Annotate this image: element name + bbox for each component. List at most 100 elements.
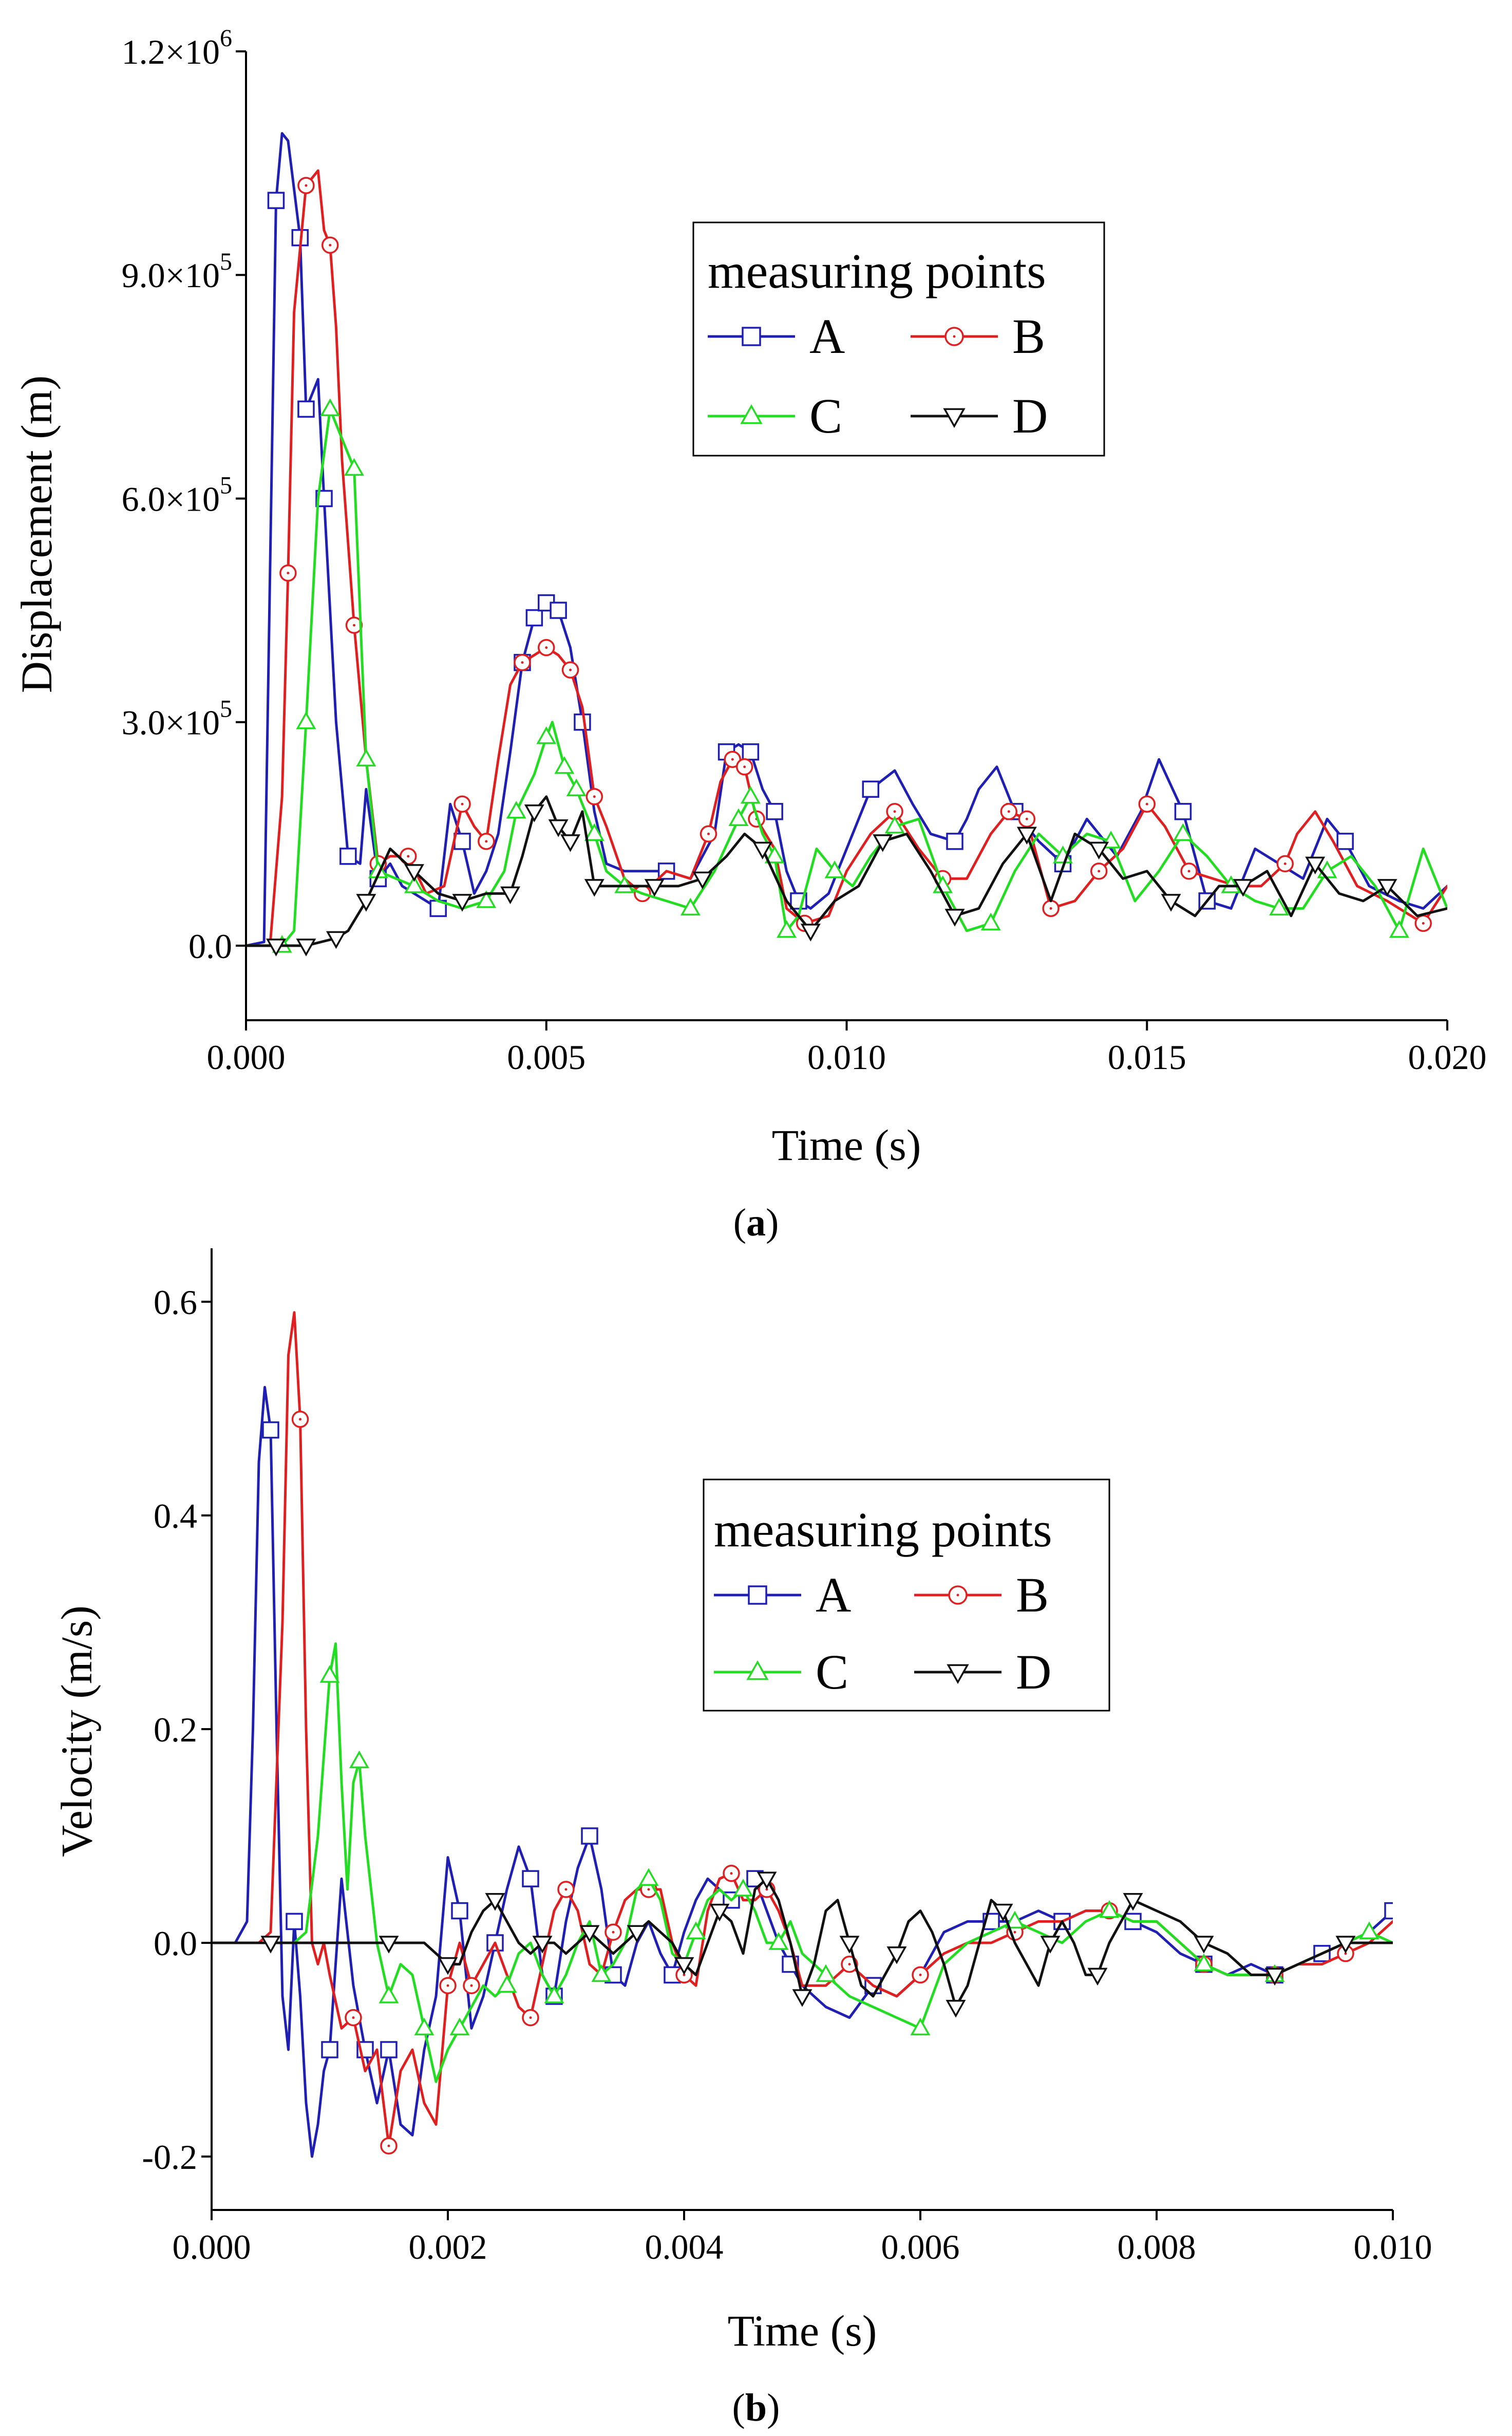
chart-a-series-c-marker	[824, 860, 845, 878]
chart-b-series-b-marker	[345, 2009, 362, 2027]
chart-b-series-a-marker	[581, 1827, 598, 1845]
chart-a-legend-d-marker	[943, 408, 966, 428]
chart-b-series-a-marker	[321, 2041, 338, 2058]
chart-a-series-a-marker	[862, 780, 880, 798]
chart-a-series-c-marker	[476, 890, 497, 908]
chart-b-series-b-marker-dot	[352, 2016, 355, 2019]
chart-b-ytick-mantissa: -0.2	[142, 2138, 197, 2177]
chart-a-xticks: 0.000 0.005 0.010 0.015 0.020	[207, 1020, 1487, 1077]
chart-b-legend-items: A B C D	[714, 1567, 1051, 1699]
chart-a-ytick-label: 6.0×105	[122, 472, 232, 518]
chart-b-series-b-marker-dot	[848, 1963, 851, 1966]
chart-a-series-c-marker	[536, 726, 557, 744]
chart-b-series-d-marker	[1335, 1936, 1356, 1954]
chart-b-xticks: 0.000 0.002 0.004 0.006 0.008 0.010	[173, 2210, 1432, 2266]
chart-a-series-c-marker	[356, 748, 376, 766]
chart-a-series-d-marker	[692, 871, 713, 890]
chart-a-series-d-marker	[356, 894, 376, 912]
chart-a-series-b-marker	[1414, 914, 1432, 932]
chart-b-legend-a-marker	[748, 1585, 767, 1605]
chart-b-caption: (b)	[732, 2386, 780, 2429]
chart-b-plot	[212, 1311, 1393, 2158]
chart-b-series-b-marker-dot	[299, 1418, 301, 1421]
chart-b-legend-b-marker-dot	[956, 1594, 959, 1597]
chart-a-legend-b-marker-dot	[953, 335, 956, 338]
chart-a-series-a-marker	[550, 602, 567, 619]
chart-b-series-d-marker	[1194, 1936, 1214, 1954]
chart-a-xtick-label: 0.010	[807, 1038, 886, 1077]
chart-a-series-c-marker	[680, 897, 701, 916]
chart-a-series-b-marker	[700, 825, 717, 843]
chart-b-series-d-marker	[1264, 1967, 1285, 1986]
chart-b-series-d-marker	[579, 1925, 600, 1943]
chart-b-series-c-marker	[414, 2017, 434, 2036]
chart-b-series-b-marker	[522, 2009, 539, 2027]
chart-b-series-c-marker	[591, 1964, 612, 1982]
chart-b-series-a-marker	[1384, 1902, 1393, 1920]
chart-a-series-c-marker	[1221, 875, 1241, 893]
chart-a-ytick-label: 0.0	[188, 927, 232, 966]
chart-a-series-c-line	[246, 407, 1447, 947]
chart-b-legend-a-label: A	[816, 1567, 851, 1622]
chart-b-series-c-marker	[349, 1750, 369, 1769]
chart-a-ytick-mantissa: 1.2×10	[122, 32, 220, 71]
chart-b-series-a-marker	[262, 1421, 279, 1439]
chart-a-series-b-marker-dot	[1098, 870, 1101, 873]
chart-b-ytick-label: 0.2	[154, 1710, 197, 1749]
chart-b-series-d-marker	[674, 1957, 694, 1975]
chart-a-series-b-marker-dot	[569, 668, 572, 671]
chart-a-series-a-marker	[453, 833, 471, 850]
chart-a-ytick-exponent: 5	[220, 696, 232, 723]
chart-a-series-d-marker	[326, 931, 346, 949]
chart-a-series-b-marker-dot	[1145, 802, 1148, 805]
chart-b-ytick-label: -0.2	[142, 2138, 197, 2177]
chart-b-legend-title: measuring points	[714, 1502, 1052, 1557]
chart-b-yticks: -0.2 0.0 0.2 0.4 0.6	[142, 1283, 212, 2177]
chart-b-xtick-label: 0.006	[881, 2227, 960, 2266]
chart-a-series-d-marker	[1377, 879, 1397, 897]
chart-b-ytick-mantissa: 0.6	[154, 1283, 197, 1322]
chart-b-series-a-marker	[380, 2041, 398, 2058]
chart-b-series-c-marker	[686, 1921, 706, 1939]
chart-b-xtick-label: 0.008	[1118, 2227, 1196, 2266]
chart-a-series-a-marker	[1336, 833, 1354, 850]
chart-a-xlabel: Time (s)	[772, 1120, 921, 1170]
chart-b-ytick-label: 0.6	[154, 1283, 197, 1322]
chart-a-ytick-label: 3.0×105	[122, 696, 232, 742]
chart-b-series-b-marker	[557, 1881, 575, 1898]
chart-a-series-b-marker-dot	[1025, 817, 1028, 820]
chart-a-series-d-marker	[404, 864, 424, 882]
chart-b-ytick-mantissa: 0.4	[154, 1496, 197, 1535]
chart-a-series-d-marker	[1016, 827, 1037, 845]
chart-b-series-c-marker	[497, 1975, 517, 1993]
chart-b-series-c-marker	[638, 1868, 659, 1886]
chart-a-series-b-marker	[538, 639, 555, 657]
chart-a-series-d-marker	[644, 879, 665, 897]
chart-a-series-b-marker-dot	[731, 758, 734, 761]
chart-b-series-b-marker-dot	[387, 2144, 390, 2147]
chart-a-series-b-marker	[1180, 863, 1198, 880]
chart-a-series-b-marker-dot	[743, 765, 746, 769]
chart-a-series-b-marker-dot	[1422, 922, 1425, 925]
chart-a-series-b-marker	[514, 653, 531, 671]
chart-a-series-b-marker-dot	[707, 832, 710, 835]
chart-a-series-b-marker-dot	[485, 840, 488, 843]
chart-b-ytick-mantissa: 0.2	[154, 1710, 197, 1749]
chart-b-caption-letter: b	[745, 2386, 767, 2429]
chart-a-series-b-marker	[1018, 810, 1036, 828]
chart-a-series-b-marker	[478, 833, 495, 850]
chart-b-xtick-label: 0.010	[1354, 2227, 1432, 2266]
chart-b-legend-c-label: C	[816, 1644, 848, 1699]
chart-b-series-c-marker	[1099, 1900, 1120, 1918]
chart-a-series-b-marker	[735, 758, 753, 776]
chart-b-series-c-marker	[1359, 1921, 1379, 1939]
chart-a-series-b-marker-dot	[521, 661, 524, 664]
chart-a-legend-b-label: B	[1012, 309, 1045, 364]
chart-b-series-a-marker	[451, 1902, 468, 1920]
chart-a-series-b-marker	[724, 751, 742, 768]
chart-a-series-b-marker-dot	[1187, 870, 1190, 873]
chart-b-series-d-marker	[485, 1893, 505, 1911]
chart-b-legend-b-label: B	[1016, 1567, 1049, 1622]
chart-b-series-d-marker	[379, 1936, 399, 1954]
chart-a-series-c-marker	[764, 846, 785, 864]
